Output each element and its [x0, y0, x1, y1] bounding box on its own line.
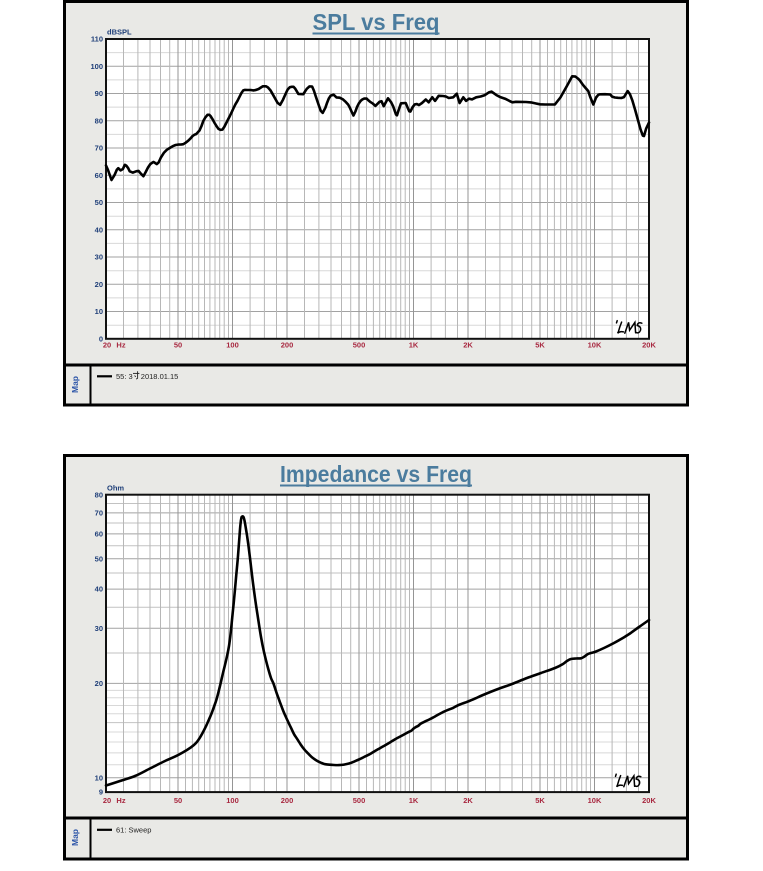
svg-text:61: Sweep: 61: Sweep [116, 826, 151, 835]
svg-text:10: 10 [95, 773, 103, 782]
svg-text:50: 50 [95, 554, 103, 563]
svg-text:20: 20 [103, 796, 111, 805]
svg-text:Map: Map [70, 829, 80, 846]
svg-text:5K: 5K [535, 341, 545, 350]
svg-text:2K: 2K [463, 796, 473, 805]
svg-text:Hz: Hz [116, 796, 125, 805]
svg-text:100: 100 [226, 796, 239, 805]
svg-text:110: 110 [91, 35, 103, 44]
svg-text:Ohm: Ohm [107, 484, 124, 493]
svg-text:10K: 10K [588, 341, 602, 350]
svg-text:30: 30 [95, 253, 103, 262]
svg-text:20K: 20K [642, 796, 656, 805]
svg-text:60: 60 [95, 171, 103, 180]
svg-text:10: 10 [95, 307, 103, 316]
svg-text:55: 3: 55: 3 [116, 372, 133, 381]
svg-text:40: 40 [95, 585, 103, 594]
svg-text:200: 200 [281, 341, 294, 350]
svg-text:50: 50 [95, 198, 103, 207]
svg-text:80: 80 [95, 116, 103, 125]
svg-text:Map: Map [70, 376, 80, 393]
svg-text:500: 500 [353, 341, 366, 350]
svg-text:SPL vs Freq: SPL vs Freq [313, 9, 440, 35]
svg-text:90: 90 [95, 89, 103, 98]
svg-text:9: 9 [99, 788, 103, 797]
svg-text:70: 70 [95, 144, 103, 153]
svg-text:20: 20 [95, 280, 103, 289]
svg-text:70: 70 [95, 509, 103, 518]
svg-text:200: 200 [281, 796, 294, 805]
svg-text:5K: 5K [535, 796, 545, 805]
svg-text:20: 20 [95, 679, 103, 688]
svg-text:10K: 10K [588, 796, 602, 805]
svg-text:Hz: Hz [116, 341, 125, 350]
svg-text:50: 50 [174, 796, 182, 805]
svg-text:2K: 2K [463, 341, 473, 350]
svg-text:1K: 1K [409, 341, 419, 350]
svg-text:dBSPL: dBSPL [107, 28, 132, 37]
svg-text:20: 20 [103, 341, 111, 350]
svg-text:100: 100 [226, 341, 239, 350]
svg-text:Impedance vs Freq: Impedance vs Freq [280, 461, 472, 487]
svg-text:80: 80 [95, 490, 103, 499]
svg-text:60: 60 [95, 530, 103, 539]
svg-text:2018.01.15: 2018.01.15 [141, 372, 179, 381]
svg-text:1K: 1K [409, 796, 419, 805]
svg-text:0: 0 [99, 334, 103, 343]
svg-text:40: 40 [95, 225, 103, 234]
svg-text:100: 100 [90, 62, 103, 71]
svg-text:20K: 20K [642, 341, 656, 350]
svg-text:500: 500 [353, 796, 366, 805]
svg-text:50: 50 [174, 341, 182, 350]
svg-text:30: 30 [95, 624, 103, 633]
